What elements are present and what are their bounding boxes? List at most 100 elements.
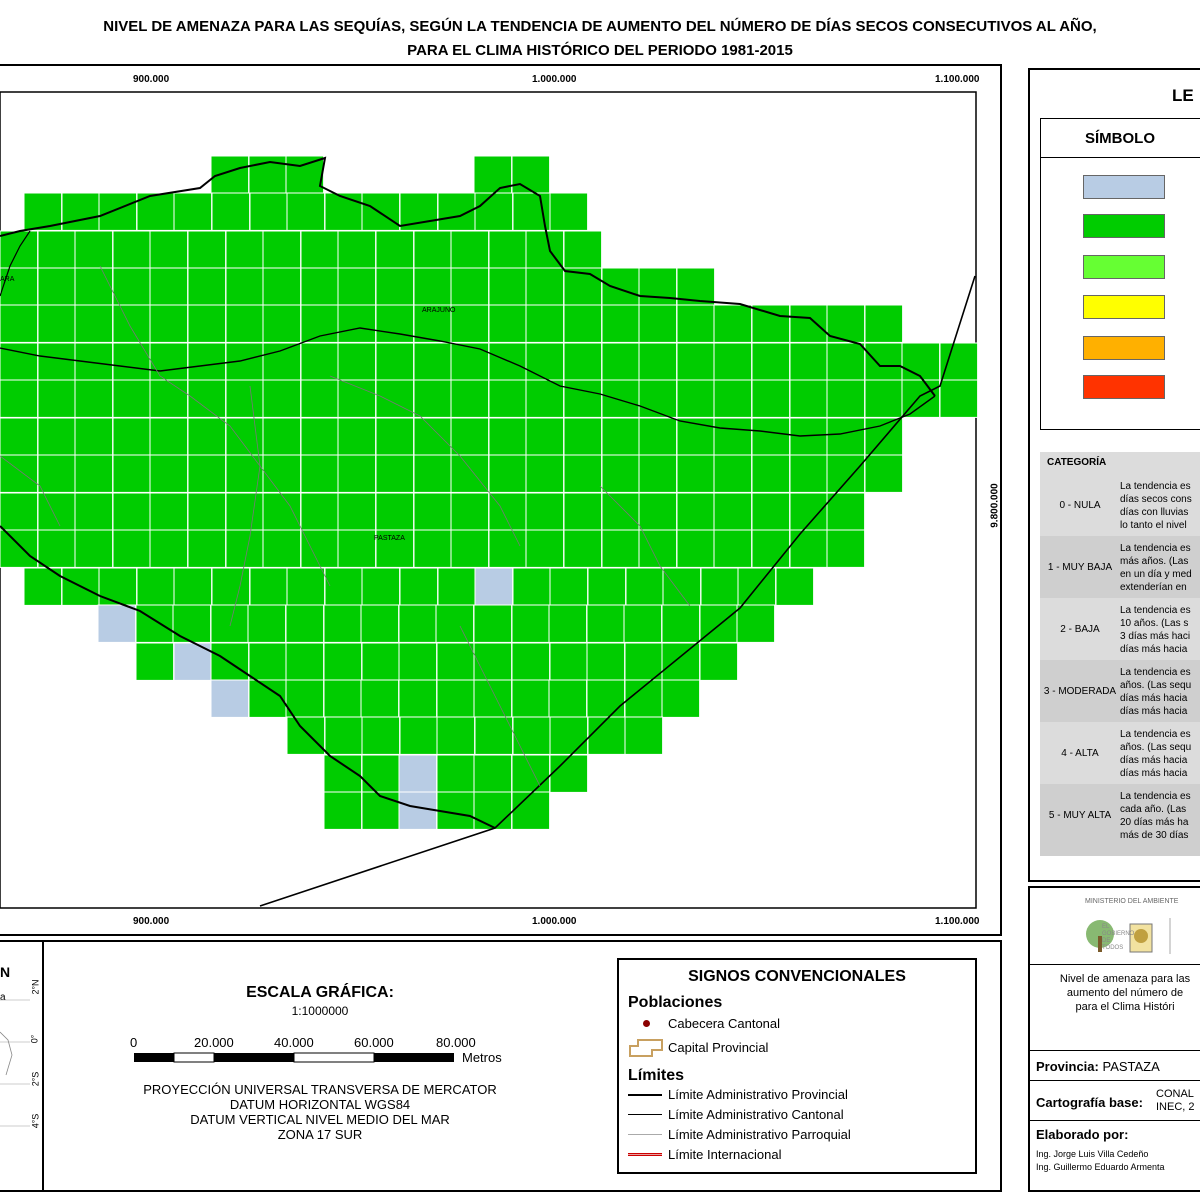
grid-cell-muy-baja [751,454,791,493]
grid-cell-muy-baja [623,604,663,643]
provincia-label: Provincia: [1036,1059,1099,1074]
grid-cell-muy-baja [225,230,265,269]
grid-cell-muy-baja [488,342,528,381]
legend-title: LE [1172,86,1194,105]
grid-cell-muy-baja [488,379,528,418]
grid-cell-muy-baja [450,342,490,381]
map-canvas[interactable]: ARAJUNO PASTAZA ARA [0,66,1000,934]
projection-line: ZONA 17 SUR [277,1127,363,1142]
grid-cell-muy-baja [112,379,152,418]
grid-cell-muy-baja [826,529,866,568]
grid-cell-muy-baja [98,192,138,231]
category-desc: La tendencia es cada año. (Las 20 días m… [1120,791,1191,841]
category-label: 2 - BAJA [1060,623,1100,635]
grid-cell-muy-baja [661,642,701,681]
grid-cell-muy-baja [375,267,415,306]
parroquial-boundaries [0,265,691,787]
grid-cell-muy-baja [37,379,77,418]
cartografia-line: INEC, 2 [1156,1101,1195,1113]
elaborado-label: Elaborado por: [1036,1127,1129,1142]
grid-cell-muy-baja [511,604,551,643]
grid-cell-muy-baja [624,716,664,755]
grid-cell-muy-baja [337,267,377,306]
scale-tick-4: 80.000 [436,1035,476,1050]
grid-cell-muy-baja [826,342,866,381]
grid-cell-muy-baja [638,304,678,343]
grid-cell-muy-baja [511,754,551,793]
grid-cell-nula [398,754,438,793]
place-left: ARA [0,276,15,283]
logos [1086,918,1171,954]
projection-line: DATUM VERTICAL NIVEL MEDIO DEL MAR [190,1112,450,1127]
info-desc-line: Nivel de amenaza para las [1059,973,1191,985]
grid-cell-muy-baja [676,529,716,568]
projection-line: DATUM HORIZONTAL WGS84 [229,1097,411,1112]
capital-symbol [629,1039,663,1057]
grid-cell-muy-baja [563,492,603,531]
grid-cell-muy-baja [337,417,377,456]
grid-cell-muy-baja [187,529,227,568]
swatch-muy-baja [1083,214,1165,238]
info-divider [1030,1080,1200,1081]
grid-cell-muy-baja [285,604,325,643]
grid-cell-muy-baja [662,567,702,606]
grid-cell-muy-baja [262,230,302,269]
grid-cell-muy-baja [789,342,829,381]
grid-cell-muy-baja [262,417,302,456]
provincial-boundary [0,156,936,397]
grid-cell-muy-baja [323,604,363,643]
grid-cell-muy-baja [601,304,641,343]
grid-cell-muy-baja [285,642,325,681]
grid-cell-muy-baja [512,716,552,755]
grid-cell-muy-baja [286,716,326,755]
grid-cell-muy-baja [0,379,39,418]
grid-cell-muy-baja [676,304,716,343]
grid-cell-muy-baja [98,567,138,606]
grid-cell-muy-baja [488,230,528,269]
grid-cell-muy-baja [37,267,77,306]
category-label: 1 - MUY BAJA [1047,561,1113,573]
grid-cell-muy-baja [149,492,189,531]
grid-cell-muy-baja [112,492,152,531]
lim-provincial-label: Límite Administrativo Provincial [668,1087,848,1102]
scale-tick-3: 60.000 [354,1035,394,1050]
cabecera-label: Cabecera Cantonal [668,1016,781,1031]
info-divider [1030,1050,1200,1051]
grid-cell-muy-baja [563,304,603,343]
grid-cell-muy-baja [399,567,439,606]
grid-cell-muy-baja [361,642,401,681]
category-header-row [1040,452,1200,474]
grid-cell-muy-baja [413,304,453,343]
grid-cell-muy-baja [375,379,415,418]
category-desc: La tendencia es más años. (Las en un día… [1120,543,1192,593]
grid-cell-muy-baja [37,304,77,343]
grid-cell-muy-baja [74,417,114,456]
grid-cell-muy-baja [488,304,528,343]
grid-cell-muy-baja [751,529,791,568]
grid-cell-muy-baja [398,604,438,643]
category-row-5: 5 - MUY ALTA La tendencia es cada año. (… [1040,784,1200,856]
grid-cell-muy-baja [300,342,340,381]
grid-cell-muy-baja [436,716,476,755]
grid-cell-muy-baja [488,267,528,306]
grid-cell-muy-baja [187,492,227,531]
grid-cell-nula [398,791,438,830]
grid-cell-muy-baja [436,642,476,681]
cantonal-boundary [0,327,936,437]
grid-cell-muy-baja [413,267,453,306]
grid-cell-muy-baja [638,454,678,493]
legend-symbol-area [1040,158,1200,430]
cantonal-boundary-west [0,230,31,297]
category-label: 4 - ALTA [1061,747,1099,759]
grid-cell-muy-baja [511,679,551,718]
grid-cell-muy-baja [173,567,213,606]
grid-cell-muy-baja [713,304,753,343]
grid-cell-muy-baja [563,417,603,456]
category-row-4: 4 - ALTA La tendencia es años. (Las sequ… [1040,722,1200,784]
grid-cell-muy-baja [638,267,678,306]
grid-cell-muy-baja [149,230,189,269]
grid-cell-muy-baja [450,529,490,568]
grid-cell-muy-baja [361,567,401,606]
x-tick-bottom-1: 900.000 [133,916,170,927]
grid-cell-muy-baja [337,379,377,418]
